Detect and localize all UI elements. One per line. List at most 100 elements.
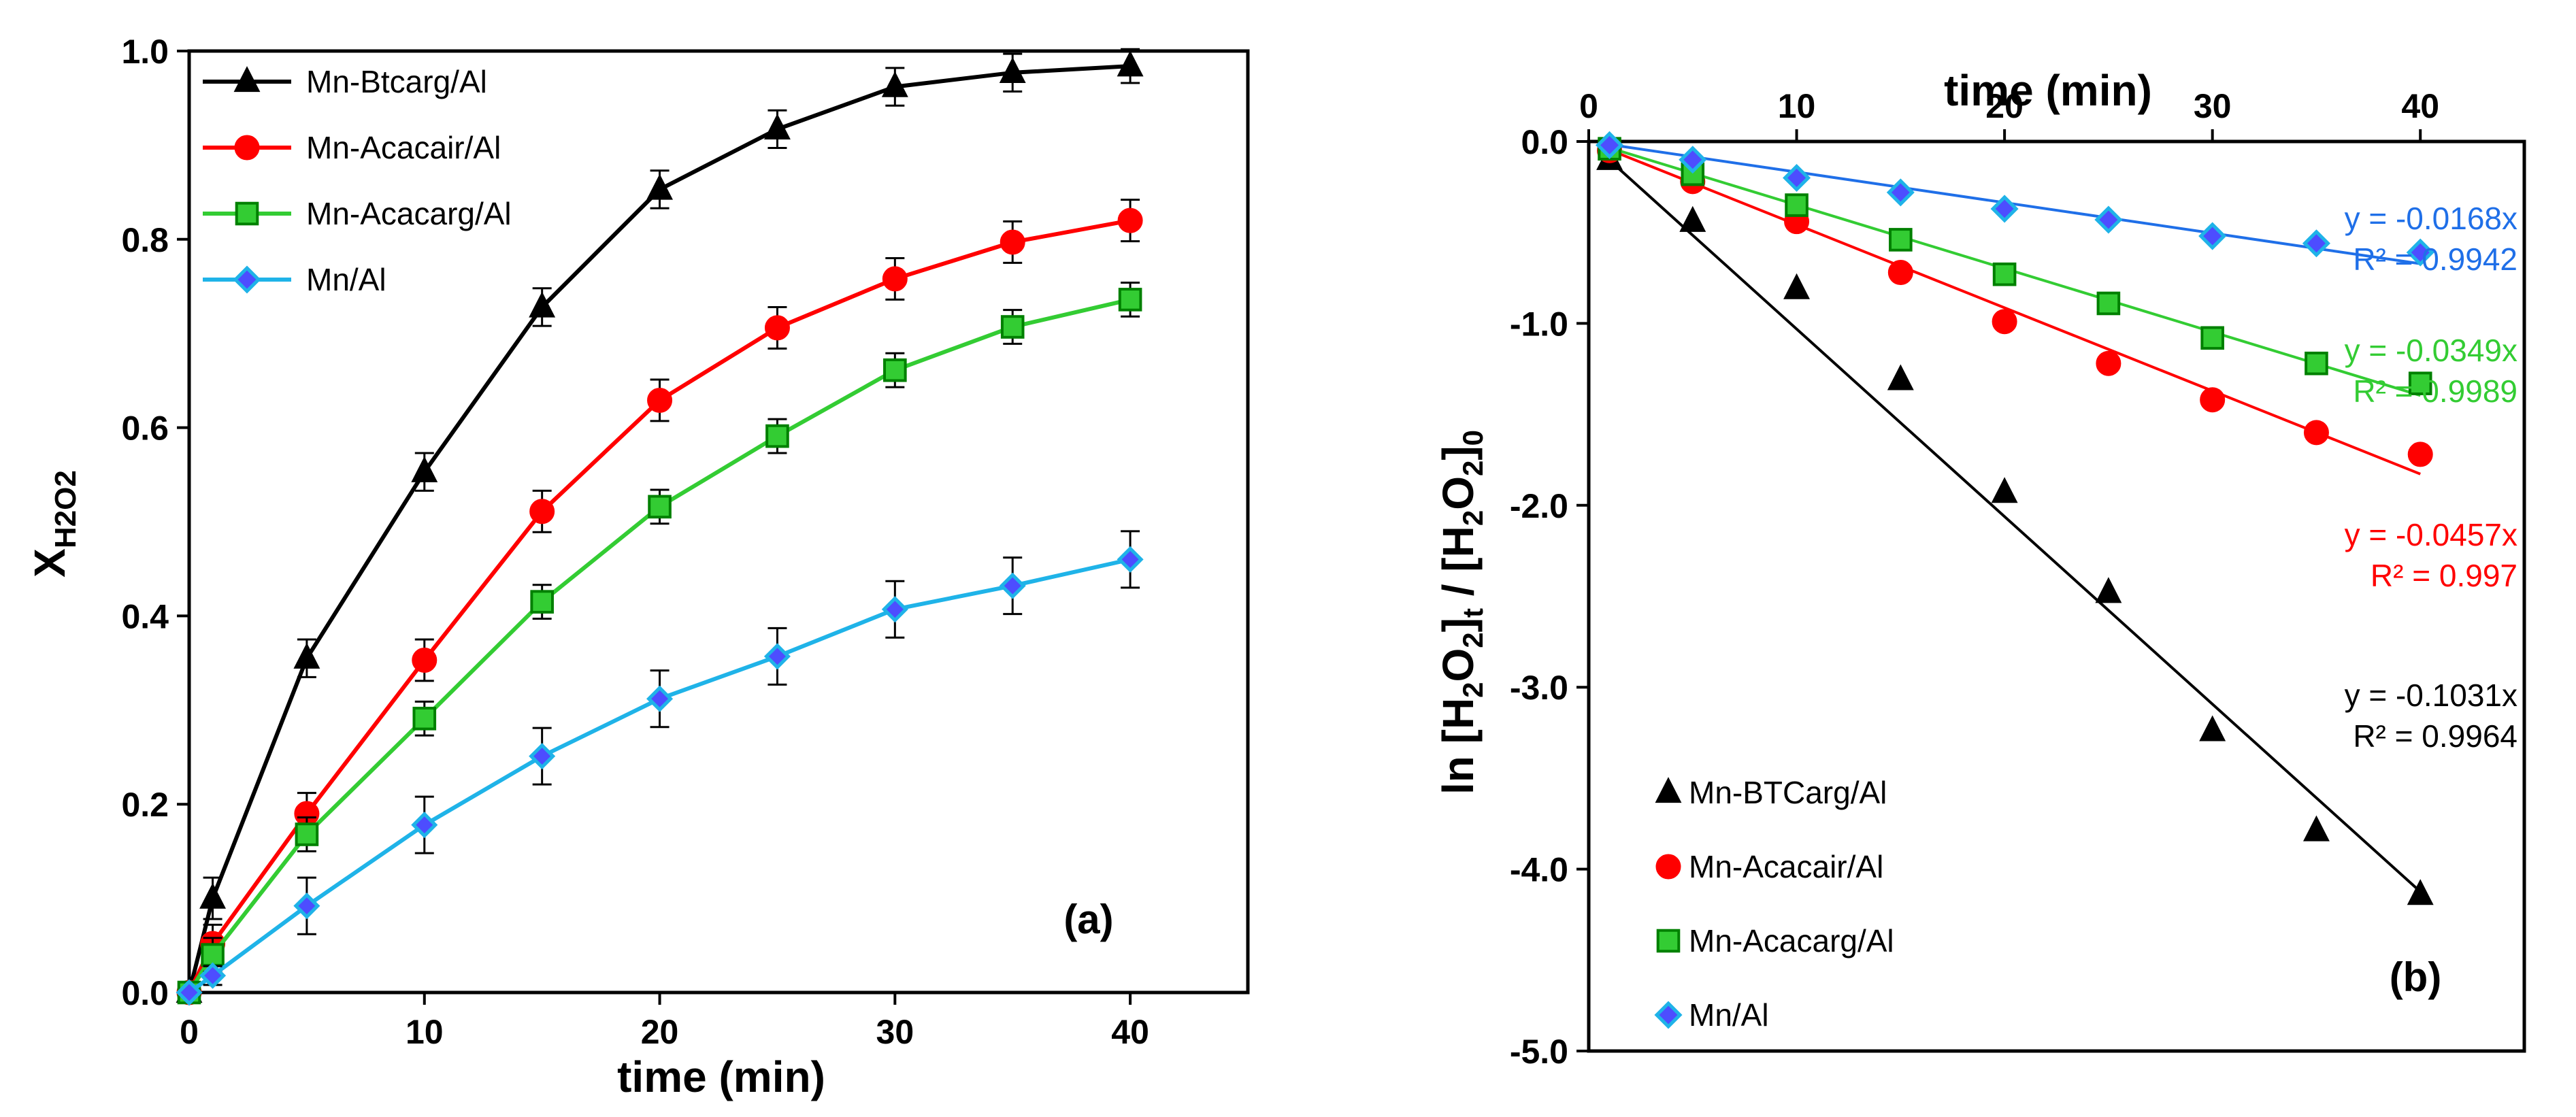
data-point xyxy=(2406,238,2434,267)
legend-label: Mn-Acacair/Al xyxy=(1689,849,1883,884)
x-tick-label: 10 xyxy=(406,1013,444,1051)
trendline-r2: R² = 0.9989 xyxy=(2353,373,2517,409)
data-point xyxy=(293,642,320,669)
data-point xyxy=(646,685,674,712)
data-point xyxy=(2198,222,2227,250)
data-point xyxy=(411,812,438,839)
panel-label-a: (a) xyxy=(1063,897,1113,942)
trend-line xyxy=(1609,143,2421,265)
data-point xyxy=(295,822,319,846)
data-point xyxy=(1117,50,1144,77)
data-point xyxy=(293,893,320,920)
data-point xyxy=(883,358,907,382)
x-tick-label: 0 xyxy=(180,1013,199,1051)
x-tick-label: 40 xyxy=(2401,87,2439,125)
x-tick-label: 30 xyxy=(876,1013,914,1051)
series-mn-al: y = -0.0168x R² = 0.9942 xyxy=(1596,131,2517,277)
data-point xyxy=(1991,477,2018,503)
data-point xyxy=(2095,577,2122,603)
y-axis-title: ln [H2O2]t / [H2O2]0 xyxy=(1434,430,1489,795)
y-tick-label: 0.8 xyxy=(121,221,169,259)
data-point xyxy=(199,882,227,909)
plot-frame xyxy=(187,49,1250,995)
data-point xyxy=(1783,273,1811,299)
data-point xyxy=(2094,205,2123,234)
legend-label: Mn/Al xyxy=(1689,997,1769,1033)
data-point xyxy=(1990,195,2019,223)
legend: Mn-Btcarg/Al Mn-Acacair/Al Mn-Acacarg/Al Mn… xyxy=(203,64,512,297)
trendline-equation: y = -0.0349x xyxy=(2345,333,2517,368)
data-point xyxy=(2305,351,2328,376)
legend-label: Mn-Btcarg/Al xyxy=(306,64,487,99)
series-mn-btcarg-al xyxy=(176,48,1144,1003)
data-point xyxy=(763,643,791,670)
x-tick-label: 0 xyxy=(1579,87,1598,125)
y-tick-label: -2.0 xyxy=(1510,487,1568,525)
legend-marker xyxy=(234,135,260,161)
legend-marker xyxy=(1654,1001,1683,1029)
data-point xyxy=(2407,441,2433,467)
data-point xyxy=(1117,207,1143,233)
y-tick-label: -3.0 xyxy=(1510,669,1568,707)
data-point xyxy=(530,590,554,614)
y-tick-label: -4.0 xyxy=(1510,851,1568,889)
data-point xyxy=(1596,131,1624,159)
series-line xyxy=(188,557,1131,995)
data-point xyxy=(2303,420,2329,446)
legend-marker xyxy=(235,201,259,226)
data-point xyxy=(1992,309,2017,335)
data-point xyxy=(412,706,437,731)
data-point xyxy=(2302,229,2330,258)
y-tick-label: -1.0 xyxy=(1510,305,1568,343)
data-point xyxy=(529,291,556,318)
data-point xyxy=(881,596,908,623)
data-point xyxy=(647,387,673,413)
data-point xyxy=(529,743,556,770)
series-mn-btcarg-al: y = -0.1031x R² = 0.9964 xyxy=(1596,144,2517,905)
chart-panel-a: 0 10 20 30 40 0.0 0.2 0.4 0.6 0.8 1.0 Mn-Btcarg/Al… xyxy=(25,33,1250,1101)
data-point xyxy=(1886,178,1915,207)
legend-marker xyxy=(233,66,261,93)
data-point xyxy=(2096,350,2121,376)
data-point xyxy=(1887,260,1913,286)
data-point xyxy=(2200,326,2224,350)
data-point xyxy=(2200,387,2226,413)
axis-ticks: 0 10 20 30 40 0.0 0.2 0.4 0.6 0.8 1.0 xyxy=(121,33,1149,1051)
panel-label-b: (b) xyxy=(2390,954,2442,1000)
data-point xyxy=(1783,163,1811,193)
data-point xyxy=(199,962,227,989)
y-tick-label: 0.0 xyxy=(121,974,169,1012)
chart-panel-b: 0 10 20 30 40 0.0 -1.0 -2.0 -3.0 -4.0 -5.0 y = -0.… xyxy=(1434,66,2526,1071)
x-axis-title: time (min) xyxy=(1944,66,2152,115)
y-tick-label: -5.0 xyxy=(1510,1033,1568,1071)
series-mn-acacarg-al: y = -0.0349x R² = 0.9989 xyxy=(1598,137,2517,409)
data-point xyxy=(1889,228,1913,252)
trendline-r2: R² = 0.9964 xyxy=(2353,718,2517,754)
x-axis-title: time (min) xyxy=(617,1052,825,1101)
data-point xyxy=(1785,193,1809,217)
data-point xyxy=(2096,291,2121,316)
trendline-equation: y = -0.0457x xyxy=(2345,517,2517,552)
legend-marker xyxy=(233,265,261,294)
y-tick-label: 0.0 xyxy=(1521,123,1568,161)
legend: Mn-BTCarg/Al Mn-Acacair/Al Mn-Acacarg/Al Mn… xyxy=(1654,775,1894,1033)
trend-line xyxy=(1608,159,2422,893)
trendline-equation: y = -0.1031x xyxy=(2345,678,2517,713)
y-tick-label: 0.2 xyxy=(121,786,169,824)
trend-line xyxy=(1608,148,2421,476)
data-point xyxy=(1679,205,1706,232)
trendline-r2: R² = 0.997 xyxy=(2371,558,2517,593)
data-point xyxy=(881,71,908,97)
data-point xyxy=(2199,715,2226,741)
data-point xyxy=(1117,546,1144,573)
data-point xyxy=(765,424,789,448)
legend-label: Mn/Al xyxy=(306,262,386,297)
data-point xyxy=(2408,371,2432,395)
data-point xyxy=(411,456,438,482)
data-point xyxy=(764,315,790,341)
data-point xyxy=(1887,364,1914,390)
series-line xyxy=(187,297,1131,994)
data-point xyxy=(999,56,1026,84)
data-point xyxy=(646,173,674,200)
